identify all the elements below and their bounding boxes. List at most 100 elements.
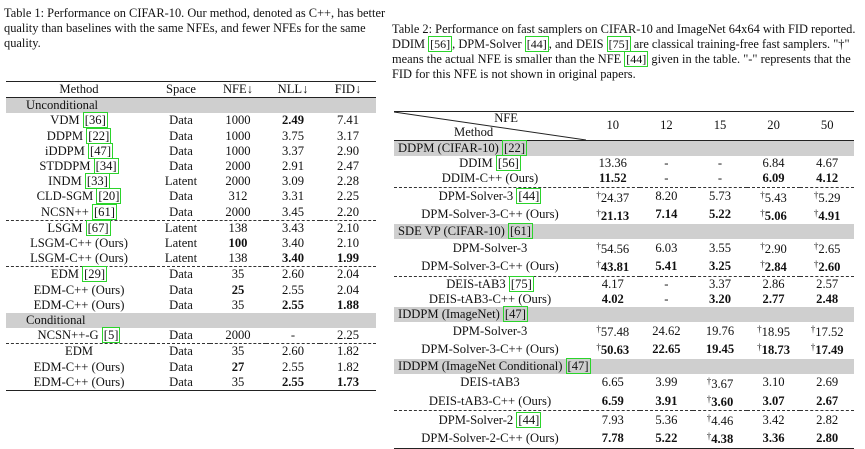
citation-ref: [47] <box>565 357 591 374</box>
fid-cell: - <box>639 275 694 292</box>
nll-cell: 2.55 <box>281 359 305 374</box>
table-row: DEIS-tAB3-C++ (Ours) 6.59 3.91 †3.60 3.07 2.6… <box>394 392 854 411</box>
table-row: DDIM-C++ (Ours) 11.52 - - 6.09 4.12 <box>394 171 854 187</box>
nfe-cell: 35 <box>210 266 266 283</box>
table-row: DPM-Solver-3-C++ (Ours) †43.81 5.41 3.25 †2.… <box>394 257 854 276</box>
table-row: DPM-Solver-3 †54.56 6.03 3.55 †2.90 †2.65 <box>394 239 854 257</box>
section-title: Unconditional <box>6 97 376 114</box>
space-cell: Data <box>169 128 193 143</box>
fid-cell: 1.82 <box>336 359 360 374</box>
section-title: DDPM (CIFAR-10) [22] <box>394 140 854 157</box>
space-cell: Data <box>169 297 193 312</box>
table-row: CLD-SGM [20] Data 312 3.31 2.25 <box>6 188 376 205</box>
fid-cell: 3.42 <box>746 410 801 430</box>
fid-cell: 6.65 <box>601 375 624 390</box>
nfe-cell: 2000 <box>225 204 251 219</box>
method-cell: DDIM [56] <box>459 155 521 172</box>
fid-cell: - <box>664 291 669 306</box>
method-cell: EDM-C++ (Ours) <box>33 359 125 374</box>
fid-cell: - <box>664 171 669 186</box>
nll-cell: - <box>290 328 296 343</box>
method-cell: DPM-Solver-2 [44] <box>394 410 586 430</box>
space-cell: Data <box>169 204 193 219</box>
fid-cell: 2.47 <box>336 159 360 174</box>
method-cell: DPM-Solver-3-C++ (Ours) <box>421 341 559 356</box>
citation-ref: [44] <box>516 411 542 428</box>
table-row: EDM Data 35 2.60 1.82 <box>6 343 376 360</box>
table-row: EDM-C++ (Ours) Data 27 2.55 1.82 <box>6 360 376 375</box>
table-row: DPM-Solver-2-C++ (Ours) 7.78 5.22 †4.38 3.36… <box>394 429 854 449</box>
fid-cell: †57.48 <box>596 324 630 340</box>
citation-ref: [56] <box>495 155 521 172</box>
fid-cell: 13.36 <box>598 156 627 171</box>
citation-ref: [29] <box>82 266 108 283</box>
fid-cell: 2.25 <box>336 328 360 343</box>
section-title: IDDPM (ImageNet Conditional) [47] <box>394 357 854 374</box>
fid-cell: †2.90 <box>760 241 787 257</box>
fid-cell: †5.43 <box>746 186 801 206</box>
space-cell: Latent <box>164 251 198 266</box>
nll-cell: 2.55 <box>266 374 320 392</box>
space-cell: Data <box>152 374 210 392</box>
citation-ref: [20] <box>96 188 122 205</box>
citation-ref: [22] <box>86 127 112 144</box>
table1-caption: Table 1: Performance on CIFAR-10. Our me… <box>4 6 386 50</box>
method-cell: DEIS-tAB3 [75] <box>394 275 586 292</box>
method-cell: DEIS-tAB3-C++ (Ours) <box>428 393 552 408</box>
citation-ref: [67] <box>85 219 111 236</box>
fid-cell: 2.57 <box>800 275 854 292</box>
nfe-value-header: 50 <box>800 111 854 141</box>
method-cell: DPM-Solver-3-C++ (Ours) <box>421 207 559 222</box>
fid-cell: †4.91 <box>813 207 841 223</box>
section-header-row: IDDPM (ImageNet) [47] <box>394 306 854 323</box>
fid-cell: †4.46 <box>693 410 747 430</box>
citation-ref: [75] <box>508 275 534 292</box>
method-cell: DDIM-C++ (Ours) <box>441 171 539 186</box>
fid-cell: 3.55 <box>708 240 731 255</box>
table-row: DPM-Solver-2 [44] 7.93 5.36 †4.46 3.42 2.82 <box>394 410 854 430</box>
table-row: VDM [36] Data 1000 2.49 7.41 <box>6 112 376 129</box>
fid-cell: 6.03 <box>655 240 678 255</box>
fid-cell: 2.80 <box>800 429 854 449</box>
fid-cell: 3.37 <box>693 275 747 292</box>
fid-cell: 1.88 <box>336 297 360 312</box>
fid-cell: 5.22 <box>639 429 694 449</box>
nfe-cell: 27 <box>231 359 245 374</box>
fid-cell: 24.62 <box>652 323 681 338</box>
nll-cell: 2.55 <box>281 297 305 312</box>
nfe-cell: 2000 <box>225 159 251 174</box>
space-cell: Data <box>169 282 193 297</box>
fid-cell: 1.73 <box>320 374 376 392</box>
method-cell: DPM-Solver-3 <box>452 240 528 255</box>
nfe-cell: 138 <box>210 219 266 237</box>
citation-ref: [33] <box>84 173 110 190</box>
space-cell: Data <box>169 113 193 128</box>
fid-cell: †5.29 <box>800 186 854 206</box>
table-row: DPM-Solver-3-C++ (Ours) †50.63 22.65 19.45 †… <box>394 340 854 358</box>
section-header-row: DDPM (CIFAR-10) [22] <box>394 140 854 157</box>
space-cell: Data <box>169 189 193 204</box>
nfe-cell: 138 <box>228 251 248 266</box>
fid-cell: †54.56 <box>596 241 630 257</box>
fid-cell: 3.17 <box>336 128 360 143</box>
fid-cell: 2.04 <box>320 266 376 283</box>
table-row: DEIS-tAB3-C++ (Ours) 4.02 - 3.20 2.77 2.48 <box>394 292 854 307</box>
fid-cell: †17.49 <box>810 342 844 358</box>
nfe-cell: 1000 <box>225 128 251 143</box>
citation-ref: [44] <box>516 188 542 205</box>
table-row: EDM-C++ (Ours) Data 35 2.55 1.73 <box>6 374 376 392</box>
table-row: DDIM [56] 13.36 - - 6.84 4.67 <box>394 155 854 172</box>
citation-ref: [5] <box>101 327 121 344</box>
nfe-cell: 1000 <box>225 143 251 158</box>
nfe-cell: 1000 <box>225 113 251 128</box>
citation-ref: [61] <box>507 223 533 240</box>
fid-cell: 7.93 <box>586 410 640 430</box>
fid-cell: †2.60 <box>813 259 841 275</box>
nfe-cell: 35 <box>210 343 266 360</box>
diagonal-header: NFE Method <box>394 111 586 140</box>
fid-cell: †43.81 <box>596 259 630 275</box>
fid-cell: 2.25 <box>336 189 360 204</box>
column-header: NLL↓ <box>266 80 320 99</box>
fid-cell: 2.86 <box>746 275 801 292</box>
column-header: Method <box>6 80 152 99</box>
